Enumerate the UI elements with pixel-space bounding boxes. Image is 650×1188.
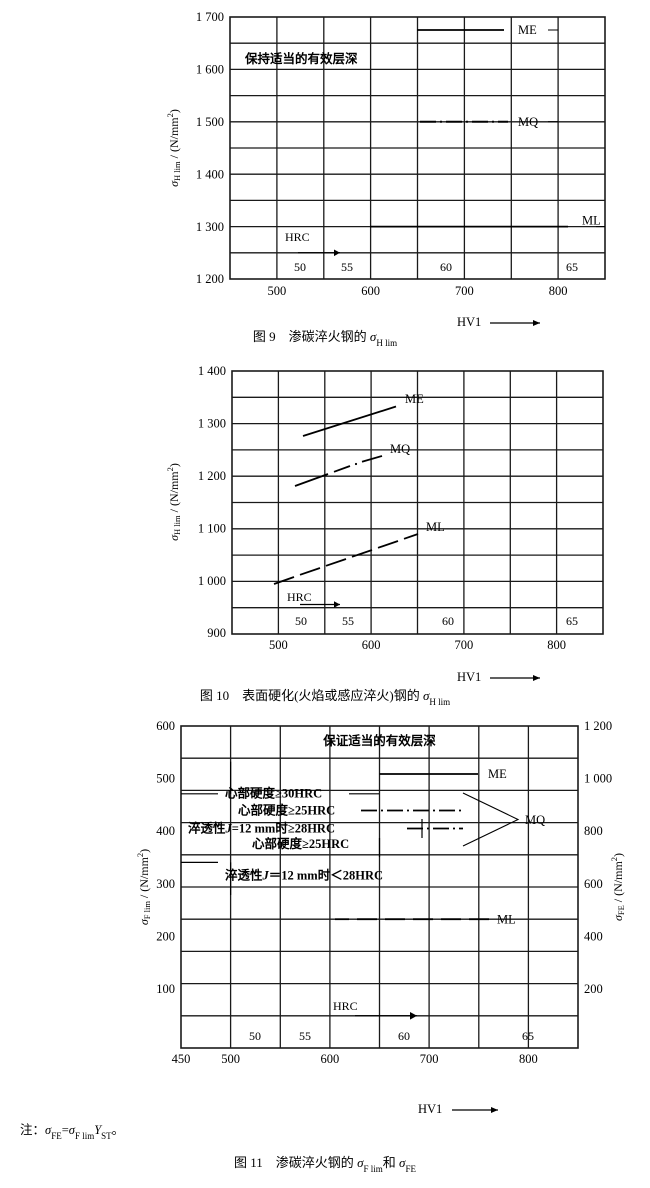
svg-text:1 000: 1 000: [198, 574, 226, 588]
svg-text:心部硬度≥25HRC: 心部硬度≥25HRC: [252, 836, 349, 851]
svg-text:MQ: MQ: [525, 813, 545, 827]
svg-text:60: 60: [442, 614, 454, 628]
svg-text:1 100: 1 100: [198, 522, 226, 536]
svg-text:55: 55: [299, 1029, 311, 1043]
svg-text:60: 60: [398, 1029, 410, 1043]
svg-text:700: 700: [455, 284, 474, 298]
svg-text:900: 900: [207, 626, 226, 640]
svg-text:保证适当的有效层深: 保证适当的有效层深: [322, 733, 436, 748]
svg-text:淬透性J=12 mm时≥28HRC: 淬透性J=12 mm时≥28HRC: [188, 821, 335, 836]
svg-text:1 200: 1 200: [198, 469, 226, 483]
svg-text:800: 800: [584, 824, 603, 838]
svg-text:1 300: 1 300: [198, 417, 226, 431]
svg-text:55: 55: [342, 614, 354, 628]
svg-text:HV1: HV1: [457, 670, 481, 684]
svg-text:200: 200: [584, 982, 603, 996]
svg-text:600: 600: [156, 719, 175, 733]
svg-text:500: 500: [156, 772, 175, 786]
svg-text:HRC: HRC: [287, 590, 312, 604]
svg-text:50: 50: [294, 260, 306, 274]
svg-text:800: 800: [519, 1052, 538, 1066]
svg-text:500: 500: [268, 284, 287, 298]
svg-text:HV1: HV1: [418, 1102, 442, 1116]
svg-text:1 700: 1 700: [196, 10, 224, 24]
svg-text:500: 500: [269, 638, 288, 652]
svg-text:50: 50: [295, 614, 307, 628]
svg-text:800: 800: [547, 638, 566, 652]
svg-text:400: 400: [156, 824, 175, 838]
svg-text:700: 700: [420, 1052, 439, 1066]
svg-text:ME: ME: [518, 23, 537, 37]
svg-text:MQ: MQ: [390, 442, 410, 456]
svg-text:65: 65: [522, 1029, 534, 1043]
svg-text:ME: ME: [405, 392, 424, 406]
svg-text:60: 60: [440, 260, 452, 274]
svg-text:1 500: 1 500: [196, 115, 224, 129]
svg-text:800: 800: [549, 284, 568, 298]
svg-text:450: 450: [172, 1052, 191, 1066]
svg-text:心部硬度≥30HRC: 心部硬度≥30HRC: [225, 786, 322, 801]
svg-text:700: 700: [455, 638, 474, 652]
svg-text:65: 65: [566, 614, 578, 628]
svg-text:500: 500: [221, 1052, 240, 1066]
svg-text:ME: ME: [488, 767, 507, 781]
svg-text:1 400: 1 400: [198, 364, 226, 378]
svg-text:100: 100: [156, 982, 175, 996]
svg-text:1 000: 1 000: [584, 772, 612, 786]
svg-text:1 200: 1 200: [584, 719, 612, 733]
svg-text:心部硬度≥25HRC: 心部硬度≥25HRC: [238, 803, 335, 818]
svg-text:1 600: 1 600: [196, 63, 224, 77]
svg-text:MQ: MQ: [518, 115, 538, 129]
svg-text:200: 200: [156, 929, 175, 943]
svg-text:400: 400: [584, 929, 603, 943]
svg-text:1 400: 1 400: [196, 168, 224, 182]
svg-text:保持适当的有效层深: 保持适当的有效层深: [244, 51, 358, 66]
svg-text:HRC: HRC: [333, 999, 358, 1013]
svg-text:600: 600: [362, 638, 381, 652]
svg-text:600: 600: [321, 1052, 340, 1066]
svg-text:600: 600: [361, 284, 380, 298]
svg-text:1 300: 1 300: [196, 220, 224, 234]
svg-text:HV1: HV1: [457, 315, 481, 329]
svg-text:HRC: HRC: [285, 230, 310, 244]
svg-text:600: 600: [584, 877, 603, 891]
svg-text:50: 50: [249, 1029, 261, 1043]
svg-text:300: 300: [156, 877, 175, 891]
svg-text:55: 55: [341, 260, 353, 274]
svg-text:1 200: 1 200: [196, 272, 224, 286]
svg-text:淬透性J＝12 mm时＜28HRC: 淬透性J＝12 mm时＜28HRC: [225, 868, 383, 883]
svg-text:ML: ML: [497, 913, 516, 927]
svg-text:ML: ML: [426, 520, 445, 534]
svg-text:ML: ML: [582, 214, 601, 228]
svg-text:65: 65: [566, 260, 578, 274]
